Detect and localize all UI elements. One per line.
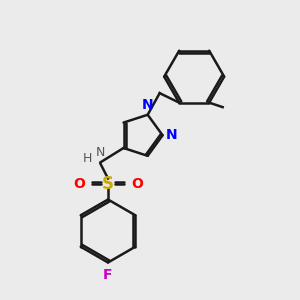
Text: F: F — [103, 268, 113, 282]
Text: N: N — [96, 146, 105, 159]
Text: O: O — [131, 177, 143, 191]
Text: O: O — [73, 177, 85, 191]
Text: N: N — [166, 128, 178, 142]
Text: H: H — [83, 152, 92, 165]
Text: N: N — [142, 98, 154, 112]
Text: S: S — [102, 175, 114, 193]
